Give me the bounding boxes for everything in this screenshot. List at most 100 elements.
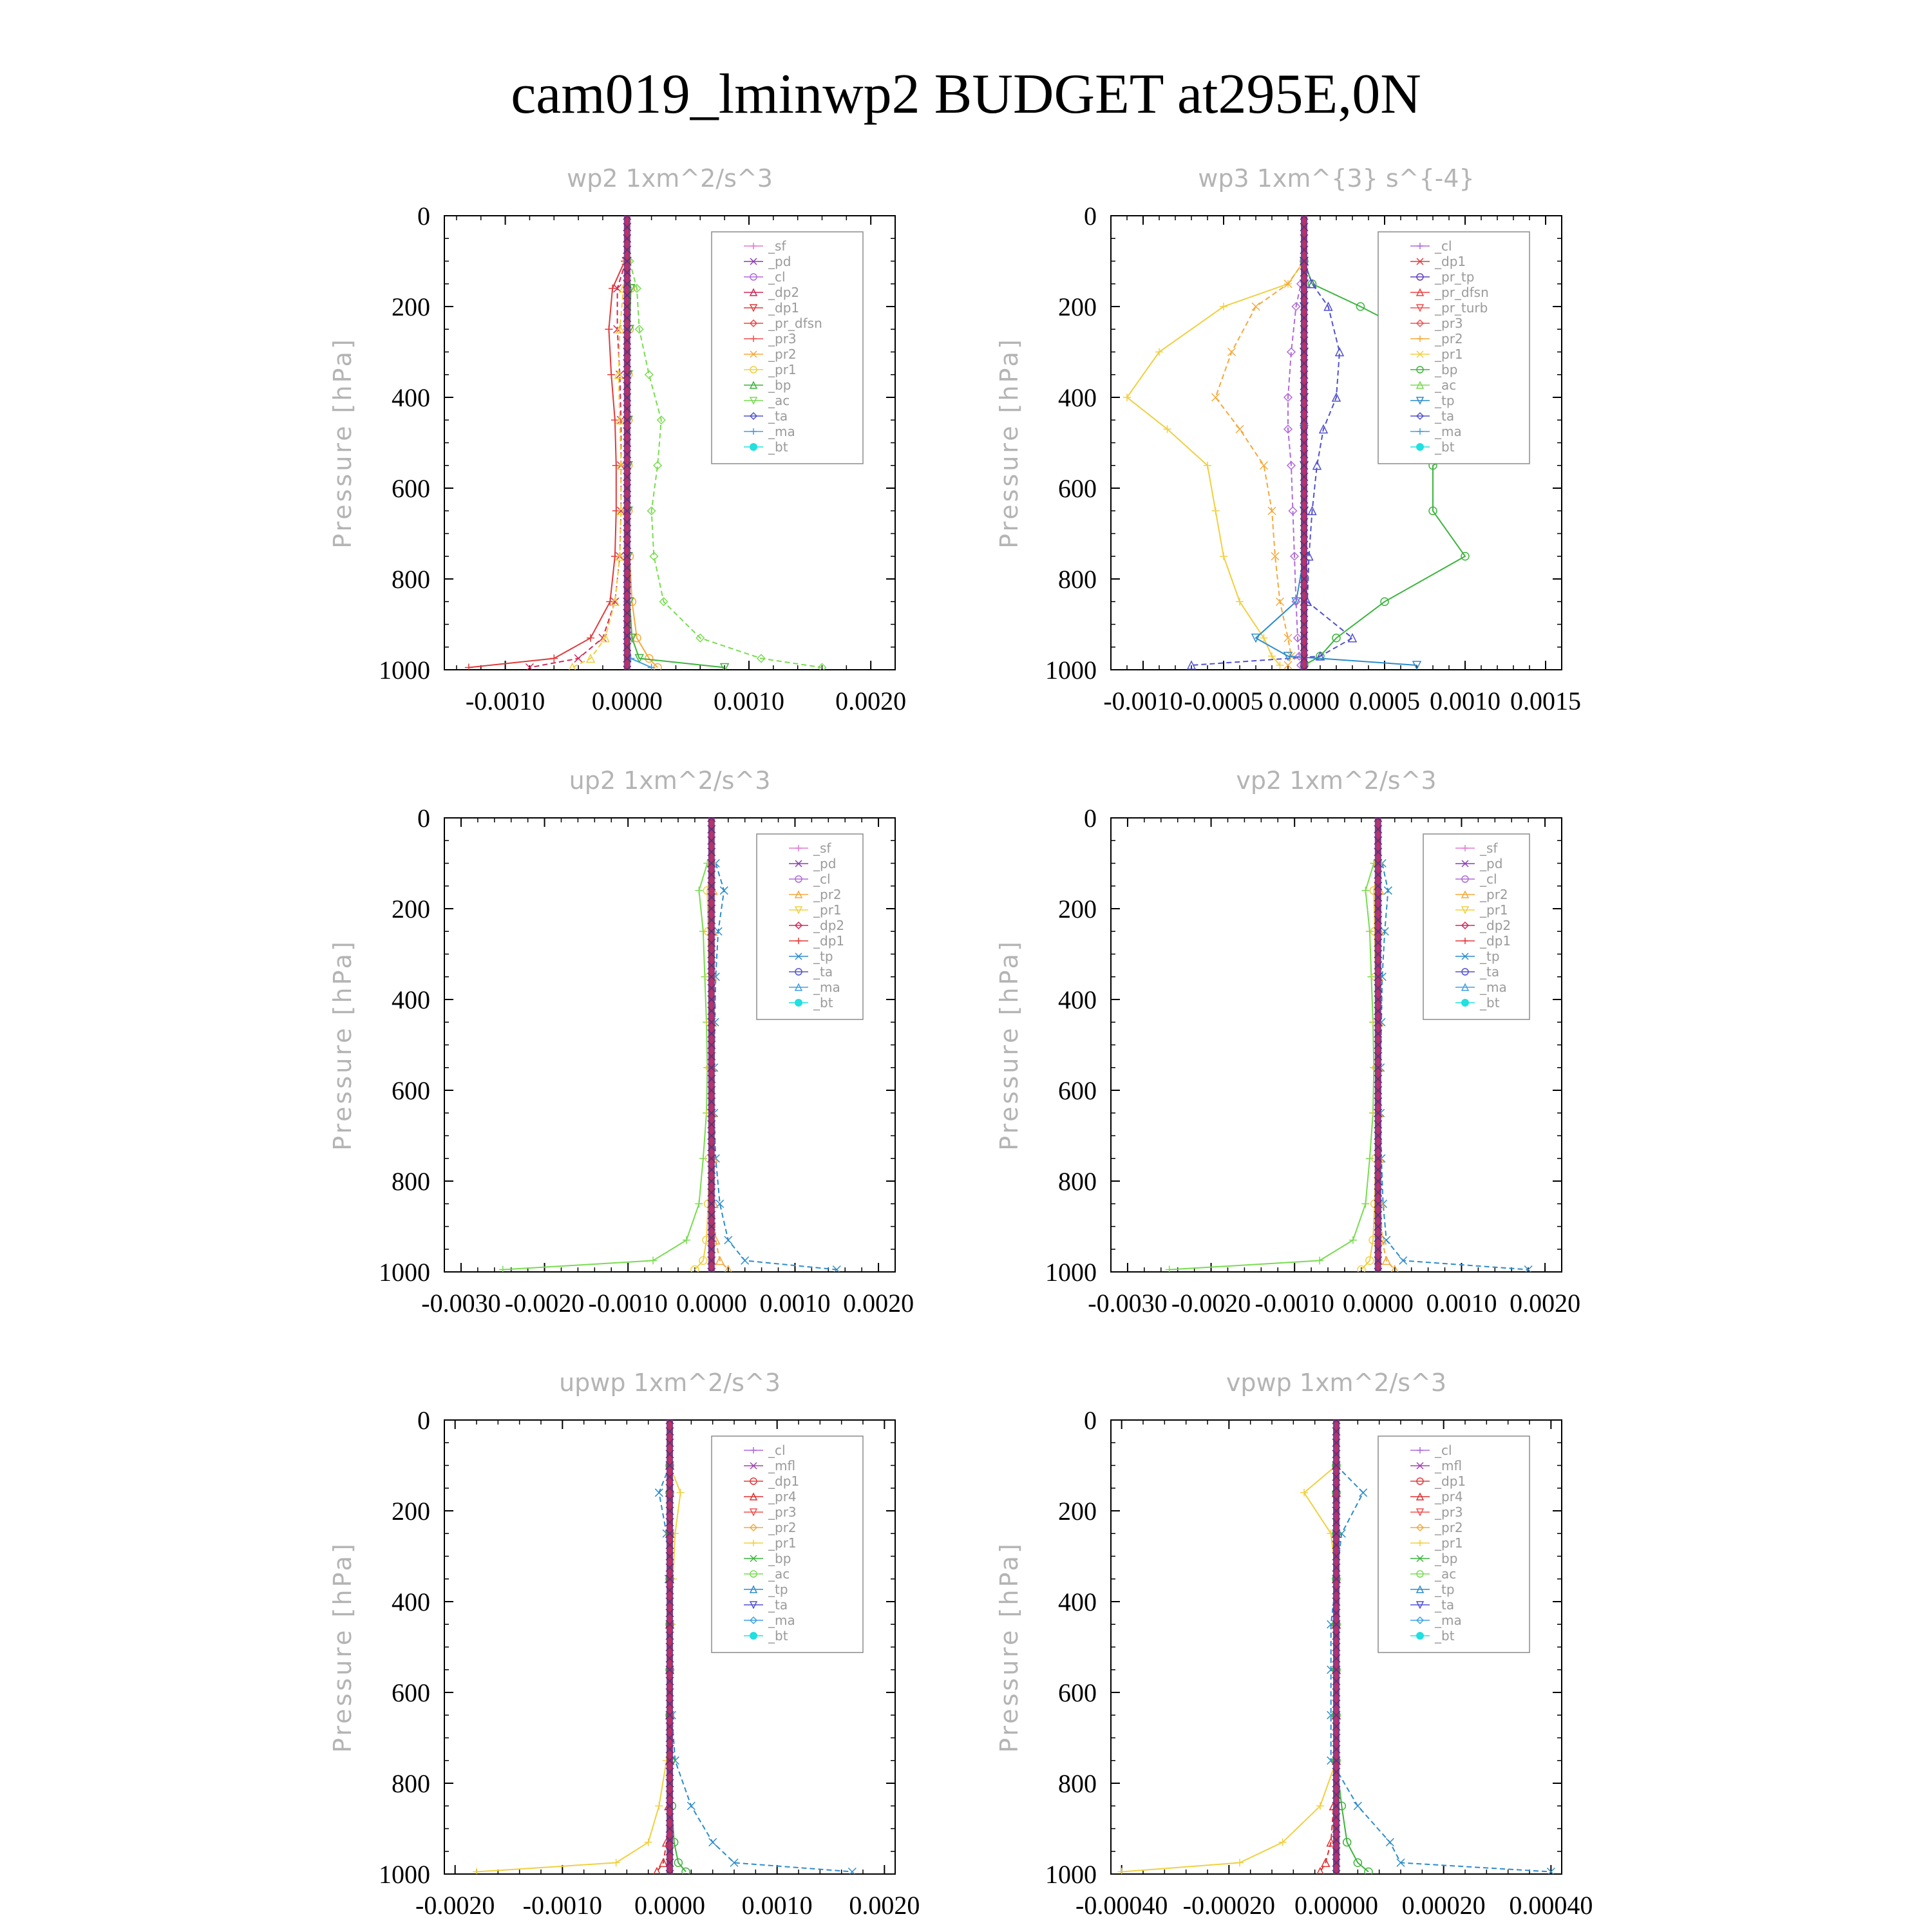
zero-marker [623, 325, 632, 334]
legend-marker [1417, 243, 1423, 249]
zero-marker [1374, 818, 1383, 822]
legend-label: _ac [1434, 377, 1456, 393]
series-point [1307, 506, 1317, 515]
zero-marker [1300, 563, 1309, 572]
legend-marker [795, 999, 802, 1007]
legend-label: _bt [1434, 1628, 1455, 1643]
series-point [659, 597, 668, 607]
legend-label: _dp1 [768, 300, 799, 316]
zero-marker [1332, 1654, 1341, 1663]
panel-title: wp3 1xm^{3} s^{-4} [1198, 164, 1474, 193]
zero-marker [1332, 1745, 1341, 1754]
zero-marker [623, 597, 632, 606]
legend-marker [1416, 350, 1424, 358]
series-point [1359, 1488, 1368, 1497]
zero-marker [665, 1540, 674, 1549]
legend-label: _bp [1434, 362, 1457, 377]
series-point [756, 654, 766, 663]
x-tick-label: -0.0010 [523, 1891, 602, 1920]
series-point [1312, 460, 1322, 470]
zero-marker [1374, 1177, 1383, 1186]
series-point [1412, 661, 1422, 670]
zero-marker [665, 1745, 674, 1754]
series-point [1461, 552, 1470, 561]
series-point [1381, 1255, 1391, 1265]
legend-label: _ac [1434, 1566, 1456, 1582]
legend-label: _ta [1479, 964, 1499, 980]
legend-label: _pr4 [1434, 1489, 1463, 1504]
series-point [714, 927, 723, 936]
zero-marker [1374, 938, 1383, 947]
zero-marker [1300, 620, 1309, 629]
series-point [1291, 301, 1301, 312]
series-point [1286, 347, 1296, 357]
zero-marker [623, 495, 632, 504]
x-tick-label: 0.0015 [1510, 687, 1581, 715]
x-tick-label: -0.0010 [466, 687, 545, 715]
legend-marker [1461, 983, 1470, 991]
zero-marker [707, 1120, 716, 1129]
zero-marker [1332, 1461, 1341, 1470]
zero-marker [1300, 404, 1309, 413]
legend-marker [749, 304, 758, 312]
zero-marker [1332, 1642, 1341, 1652]
panels-container: wp2 1xm^2/s^3 Pressure [hPa] 0 200 400 600 800… [328, 164, 1593, 1920]
plot-area [464, 216, 827, 670]
legend-marker [1416, 1601, 1425, 1609]
x-tick-label: 0.00020 [1402, 1891, 1486, 1920]
series-line [1336, 1465, 1369, 1873]
legend-marker [1461, 906, 1470, 914]
zero-marker [707, 1097, 716, 1106]
series-point [616, 460, 626, 470]
series-point [1383, 886, 1392, 895]
zero-marker [1300, 450, 1309, 459]
zero-marker [665, 1518, 674, 1527]
y-tick-label: 400 [1058, 985, 1097, 1014]
zero-marker [1332, 1495, 1341, 1504]
y-axis-label: Pressure [hPa] [995, 1541, 1023, 1753]
legend-marker [1417, 428, 1423, 435]
series-point [1391, 1264, 1399, 1272]
zero-marker [623, 574, 632, 583]
series-point [655, 1802, 663, 1810]
series-point [611, 597, 620, 606]
legend-marker [794, 890, 803, 898]
series-point [1289, 551, 1300, 561]
series-point [1259, 461, 1269, 470]
legend-label: _sf [1479, 840, 1498, 856]
legend-marker [750, 1570, 757, 1578]
zero-marker [1332, 1620, 1341, 1629]
zero-marker [707, 1131, 716, 1141]
zero-marker [623, 223, 632, 232]
legend-marker [1416, 397, 1425, 405]
zero-marker [623, 620, 632, 629]
legend-label: _pr3 [1434, 316, 1463, 331]
series-point [695, 1200, 703, 1208]
series-point [730, 1858, 739, 1867]
legend-box [756, 833, 864, 1020]
zero-marker [707, 818, 716, 822]
legend-label: _pr1 [768, 1535, 797, 1551]
zero-marker [1300, 393, 1309, 402]
legend-marker [749, 1601, 758, 1609]
legend-marker [1416, 258, 1424, 265]
zero-marker [1300, 643, 1309, 652]
legend-label: _bt [768, 439, 788, 455]
zero-marker [1332, 1858, 1341, 1867]
x-tick-label: -0.0010 [589, 1289, 668, 1318]
series-point [715, 1255, 724, 1265]
legend-label: _ta [1434, 408, 1454, 424]
legend: _cl_dp1_pr_tp_pr_dfsn_pr_turb_pr3_pr2_pr… [1378, 231, 1530, 464]
zero-marker [1300, 495, 1309, 504]
zero-marker [707, 972, 716, 981]
series-point [634, 325, 644, 334]
series-point [1283, 634, 1293, 643]
zero-marker [623, 393, 632, 402]
zero-marker [665, 1756, 674, 1765]
legend-label: _pd [813, 856, 836, 871]
figure-title: cam019_lminwp2 BUDGET at295E,0N [511, 63, 1421, 126]
legend-marker [1461, 860, 1469, 867]
legend-marker [750, 1462, 757, 1470]
zero-marker [707, 1233, 716, 1242]
legend-label: _ac [768, 393, 790, 408]
